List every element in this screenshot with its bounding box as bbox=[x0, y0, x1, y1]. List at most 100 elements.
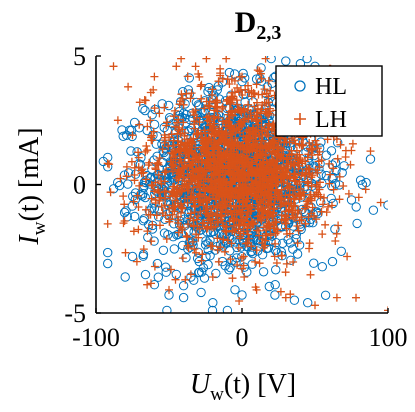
data-point-lh bbox=[133, 191, 142, 200]
data-point-lh bbox=[147, 181, 156, 189]
data-point-lh bbox=[270, 252, 279, 261]
data-point-lh bbox=[201, 206, 210, 215]
y-tick-label: 5 bbox=[73, 42, 86, 71]
data-point-lh bbox=[212, 195, 221, 204]
data-point-hl bbox=[201, 236, 211, 246]
data-point-lh bbox=[208, 273, 217, 281]
data-point-hl bbox=[237, 290, 247, 300]
data-point-lh bbox=[270, 204, 279, 213]
data-point-lh bbox=[319, 200, 327, 209]
data-point-hl bbox=[339, 161, 349, 171]
data-point-lh bbox=[178, 183, 187, 192]
data-point-hl bbox=[309, 258, 319, 268]
data-point-lh bbox=[303, 177, 312, 186]
data-point-lh bbox=[263, 200, 272, 209]
data-point-lh bbox=[202, 97, 211, 106]
legend-label-hl: HL bbox=[315, 74, 347, 100]
data-point-lh bbox=[187, 89, 196, 98]
data-point-lh bbox=[177, 56, 186, 63]
data-point-lh bbox=[151, 199, 160, 207]
data-point-lh bbox=[264, 76, 273, 85]
data-point-lh bbox=[277, 251, 286, 260]
data-point-lh bbox=[180, 129, 189, 138]
data-point-lh bbox=[148, 220, 157, 229]
data-point-lh bbox=[232, 138, 240, 147]
data-point-lh bbox=[143, 146, 152, 155]
data-point-lh bbox=[250, 102, 259, 111]
data-point-lh bbox=[336, 140, 345, 149]
data-point-lh bbox=[181, 275, 190, 284]
data-point-lh bbox=[228, 106, 237, 115]
data-point-lh bbox=[162, 235, 171, 243]
data-point-lh bbox=[257, 115, 266, 124]
data-point-lh bbox=[277, 150, 286, 159]
data-point-lh bbox=[321, 220, 330, 229]
data-point-hl bbox=[253, 246, 263, 256]
data-point-hl bbox=[184, 73, 195, 83]
data-point-hl bbox=[368, 205, 379, 215]
data-point-lh bbox=[209, 191, 218, 200]
data-point-lh bbox=[242, 213, 251, 222]
data-point-lh bbox=[277, 177, 286, 186]
data-point-hl bbox=[152, 258, 163, 269]
data-point-lh bbox=[167, 265, 175, 274]
data-point-lh bbox=[186, 94, 195, 103]
data-point-lh bbox=[301, 219, 310, 228]
data-point-hl bbox=[194, 267, 205, 278]
data-point-hl bbox=[352, 218, 362, 229]
data-point-hl bbox=[327, 256, 338, 267]
data-point-lh bbox=[173, 118, 181, 127]
data-point-lh bbox=[252, 195, 261, 204]
data-point-lh bbox=[226, 110, 235, 119]
data-point-lh bbox=[257, 151, 266, 160]
data-point-lh bbox=[207, 184, 216, 193]
data-point-lh bbox=[213, 217, 222, 226]
data-point-hl bbox=[289, 295, 300, 305]
data-point-lh bbox=[135, 98, 144, 107]
data-point-hl bbox=[118, 131, 128, 142]
data-point-lh bbox=[135, 181, 144, 190]
data-point-lh bbox=[127, 157, 136, 166]
data-point-lh bbox=[264, 142, 273, 151]
data-point-lh bbox=[252, 285, 261, 294]
data-point-lh bbox=[155, 188, 164, 197]
data-point-lh bbox=[266, 107, 274, 116]
data-point-lh bbox=[318, 230, 327, 239]
data-point-lh bbox=[266, 224, 275, 233]
data-point-lh bbox=[288, 211, 297, 220]
data-point-lh bbox=[226, 149, 235, 158]
data-point-lh bbox=[332, 229, 341, 238]
data-point-hl bbox=[271, 238, 281, 248]
data-point-hl bbox=[208, 298, 218, 308]
data-point-hl bbox=[303, 298, 313, 308]
data-point-lh bbox=[238, 72, 246, 81]
data-point-lh bbox=[346, 160, 355, 169]
data-point-lh bbox=[289, 160, 298, 169]
data-point-lh bbox=[262, 177, 271, 186]
data-point-lh bbox=[269, 211, 278, 220]
data-point-lh bbox=[243, 154, 252, 163]
data-point-lh bbox=[177, 209, 185, 217]
data-point-lh bbox=[202, 198, 211, 207]
data-point-lh bbox=[304, 150, 313, 159]
data-point-lh bbox=[219, 221, 228, 230]
data-point-lh bbox=[268, 212, 276, 221]
data-point-lh bbox=[109, 62, 118, 71]
data-point-lh bbox=[233, 83, 242, 92]
data-point-lh bbox=[256, 215, 265, 223]
data-point-lh bbox=[315, 185, 324, 194]
data-point-lh bbox=[252, 117, 261, 126]
data-point-lh bbox=[155, 154, 164, 162]
data-point-lh bbox=[291, 192, 300, 201]
data-point-hl bbox=[224, 220, 234, 230]
data-point-lh bbox=[178, 226, 187, 234]
data-point-lh bbox=[181, 139, 190, 148]
data-point-lh bbox=[277, 211, 286, 220]
data-point-lh bbox=[166, 192, 175, 201]
data-point-lh bbox=[305, 239, 314, 248]
data-point-hl bbox=[149, 119, 160, 130]
data-point-lh bbox=[242, 134, 250, 143]
data-point-lh bbox=[183, 233, 192, 242]
data-point-lh bbox=[146, 116, 155, 125]
data-point-lh bbox=[169, 153, 178, 162]
